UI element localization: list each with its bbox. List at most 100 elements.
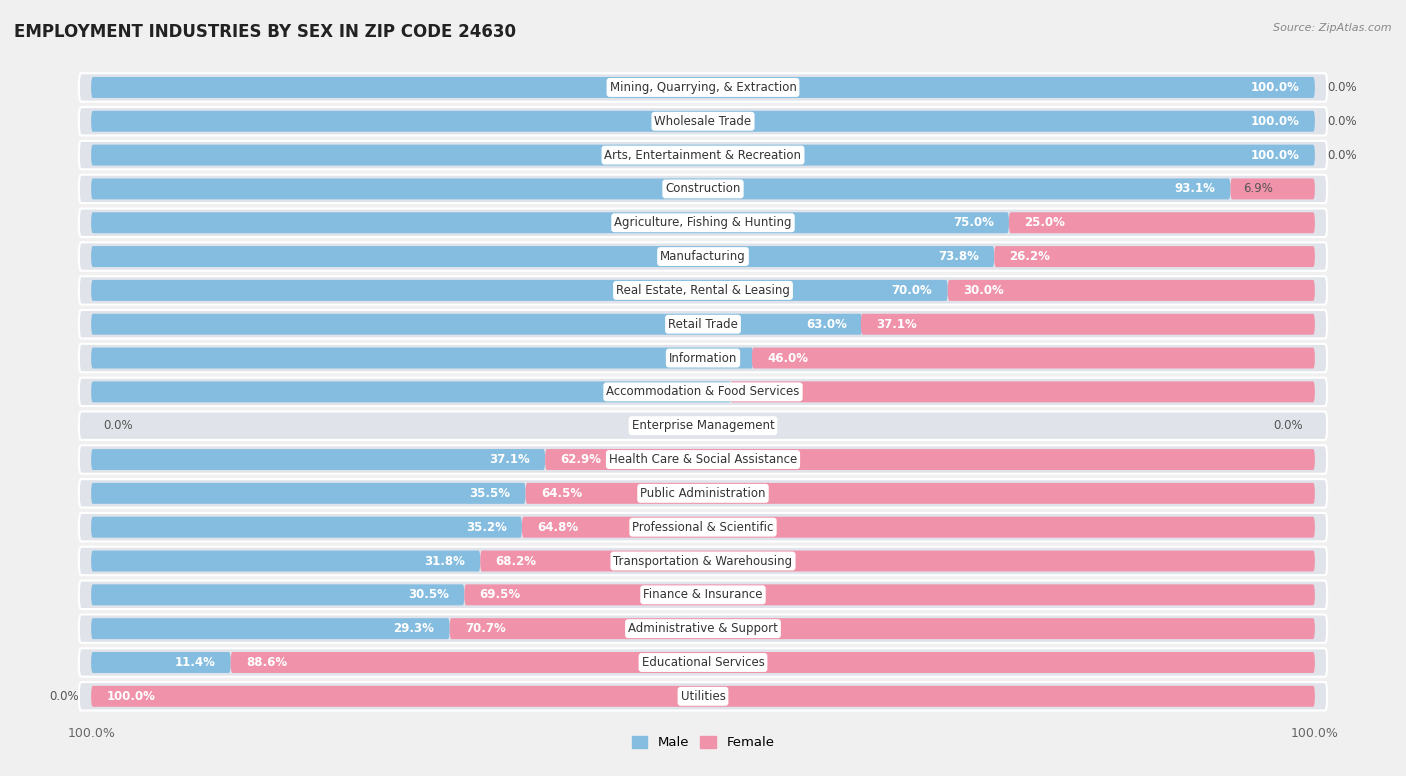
Text: 25.0%: 25.0% [1024, 217, 1066, 229]
FancyBboxPatch shape [79, 141, 1327, 169]
Text: 69.5%: 69.5% [479, 588, 520, 601]
FancyBboxPatch shape [91, 550, 481, 571]
Text: 88.6%: 88.6% [246, 656, 287, 669]
Text: 35.5%: 35.5% [470, 487, 510, 500]
Text: 37.1%: 37.1% [489, 453, 530, 466]
Text: Manufacturing: Manufacturing [661, 250, 745, 263]
FancyBboxPatch shape [79, 682, 1327, 711]
Text: Transportation & Warehousing: Transportation & Warehousing [613, 555, 793, 567]
Text: 0.0%: 0.0% [1327, 81, 1357, 94]
Text: 100.0%: 100.0% [1251, 115, 1299, 128]
Text: 47.8%: 47.8% [745, 386, 786, 398]
Text: 0.0%: 0.0% [104, 419, 134, 432]
FancyBboxPatch shape [91, 517, 522, 538]
FancyBboxPatch shape [79, 107, 1327, 136]
Text: 54.1%: 54.1% [697, 352, 738, 365]
Text: 93.1%: 93.1% [1174, 182, 1215, 196]
FancyBboxPatch shape [79, 513, 1327, 542]
FancyBboxPatch shape [79, 580, 1327, 609]
FancyBboxPatch shape [91, 652, 231, 673]
FancyBboxPatch shape [752, 348, 1315, 369]
FancyBboxPatch shape [79, 378, 1327, 406]
Text: 70.7%: 70.7% [465, 622, 506, 636]
FancyBboxPatch shape [464, 584, 1315, 605]
Text: Accommodation & Food Services: Accommodation & Food Services [606, 386, 800, 398]
Text: 35.2%: 35.2% [465, 521, 506, 534]
FancyBboxPatch shape [91, 144, 1315, 165]
Text: 0.0%: 0.0% [1327, 148, 1357, 161]
Text: Arts, Entertainment & Recreation: Arts, Entertainment & Recreation [605, 148, 801, 161]
Text: 29.3%: 29.3% [394, 622, 434, 636]
Text: 26.2%: 26.2% [1010, 250, 1050, 263]
FancyBboxPatch shape [79, 175, 1327, 203]
Text: Real Estate, Rental & Leasing: Real Estate, Rental & Leasing [616, 284, 790, 297]
Legend: Male, Female: Male, Female [626, 731, 780, 754]
Text: 37.1%: 37.1% [876, 317, 917, 331]
Text: Public Administration: Public Administration [640, 487, 766, 500]
FancyBboxPatch shape [79, 648, 1327, 677]
Text: Enterprise Management: Enterprise Management [631, 419, 775, 432]
Text: Agriculture, Fishing & Hunting: Agriculture, Fishing & Hunting [614, 217, 792, 229]
Text: Health Care & Social Assistance: Health Care & Social Assistance [609, 453, 797, 466]
FancyBboxPatch shape [91, 111, 1315, 132]
FancyBboxPatch shape [91, 178, 1230, 199]
FancyBboxPatch shape [1010, 213, 1315, 234]
Text: 62.9%: 62.9% [561, 453, 602, 466]
FancyBboxPatch shape [546, 449, 1315, 470]
Text: 0.0%: 0.0% [1272, 419, 1302, 432]
FancyBboxPatch shape [91, 381, 731, 403]
FancyBboxPatch shape [79, 242, 1327, 271]
FancyBboxPatch shape [79, 73, 1327, 102]
Text: Educational Services: Educational Services [641, 656, 765, 669]
FancyBboxPatch shape [91, 246, 994, 267]
FancyBboxPatch shape [91, 77, 1315, 98]
FancyBboxPatch shape [91, 213, 1010, 234]
Text: 68.2%: 68.2% [495, 555, 537, 567]
FancyBboxPatch shape [994, 246, 1315, 267]
Text: 31.8%: 31.8% [425, 555, 465, 567]
Text: 75.0%: 75.0% [953, 217, 994, 229]
FancyBboxPatch shape [79, 547, 1327, 575]
FancyBboxPatch shape [79, 445, 1327, 473]
Text: Retail Trade: Retail Trade [668, 317, 738, 331]
Text: Source: ZipAtlas.com: Source: ZipAtlas.com [1274, 23, 1392, 33]
FancyBboxPatch shape [91, 686, 1315, 707]
Text: 11.4%: 11.4% [174, 656, 215, 669]
FancyBboxPatch shape [91, 348, 754, 369]
Text: Finance & Insurance: Finance & Insurance [644, 588, 762, 601]
Text: 0.0%: 0.0% [49, 690, 79, 703]
Text: 52.3%: 52.3% [675, 386, 716, 398]
FancyBboxPatch shape [948, 280, 1315, 301]
Text: Professional & Scientific: Professional & Scientific [633, 521, 773, 534]
FancyBboxPatch shape [522, 517, 1315, 538]
Text: 46.0%: 46.0% [768, 352, 808, 365]
FancyBboxPatch shape [91, 280, 948, 301]
FancyBboxPatch shape [730, 381, 1315, 403]
Text: 64.5%: 64.5% [541, 487, 582, 500]
Text: Wholesale Trade: Wholesale Trade [654, 115, 752, 128]
Text: Mining, Quarrying, & Extraction: Mining, Quarrying, & Extraction [610, 81, 796, 94]
Text: 30.5%: 30.5% [408, 588, 449, 601]
Text: 100.0%: 100.0% [107, 690, 155, 703]
Text: 0.0%: 0.0% [1327, 115, 1357, 128]
FancyBboxPatch shape [91, 314, 862, 334]
FancyBboxPatch shape [1230, 178, 1315, 199]
Text: Information: Information [669, 352, 737, 365]
FancyBboxPatch shape [231, 652, 1315, 673]
FancyBboxPatch shape [91, 618, 450, 639]
FancyBboxPatch shape [450, 618, 1315, 639]
Text: 30.0%: 30.0% [963, 284, 1004, 297]
Text: 6.9%: 6.9% [1243, 182, 1272, 196]
FancyBboxPatch shape [481, 550, 1315, 571]
Text: 64.8%: 64.8% [537, 521, 578, 534]
Text: 63.0%: 63.0% [806, 317, 846, 331]
FancyBboxPatch shape [79, 344, 1327, 372]
FancyBboxPatch shape [91, 449, 546, 470]
Text: 73.8%: 73.8% [938, 250, 979, 263]
FancyBboxPatch shape [79, 276, 1327, 305]
FancyBboxPatch shape [91, 584, 464, 605]
FancyBboxPatch shape [526, 483, 1315, 504]
FancyBboxPatch shape [860, 314, 1315, 334]
Text: 100.0%: 100.0% [1251, 81, 1299, 94]
FancyBboxPatch shape [79, 310, 1327, 338]
